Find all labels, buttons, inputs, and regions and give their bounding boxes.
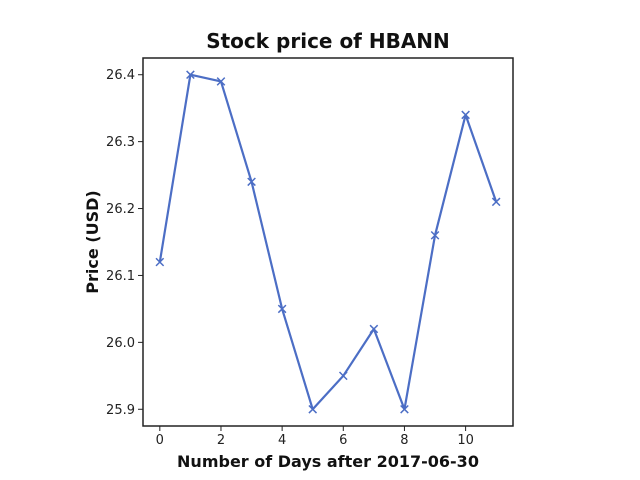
plot-frame: [142, 57, 514, 427]
data-point: [369, 324, 379, 334]
x-axis-ticks: 0 2 4 6 8 10: [156, 426, 474, 448]
data-point: [491, 197, 501, 207]
x-tick-label: 6: [339, 433, 347, 448]
series-line: [158, 73, 498, 411]
series-group: [155, 70, 501, 414]
data-point: [400, 404, 409, 414]
data-point: [155, 257, 165, 267]
x-tick-label: 0: [156, 433, 164, 448]
x-tick-label: 8: [400, 433, 408, 448]
y-tick-label: 26.1: [106, 269, 135, 284]
y-tick-label: 26.0: [106, 336, 135, 351]
data-point: [186, 70, 195, 80]
data-point: [277, 304, 287, 314]
data-point: [338, 371, 348, 381]
y-axis-ticks: 25.9 26.0 26.1 26.2 26.3 26.4: [106, 68, 143, 418]
x-tick-label: 4: [278, 433, 286, 448]
y-tick-label: 25.9: [106, 403, 135, 418]
x-axis-label: Number of Days after 2017-06-30: [177, 452, 479, 471]
data-point: [247, 177, 256, 187]
y-tick-label: 26.2: [106, 202, 135, 217]
y-tick-label: 26.4: [106, 68, 135, 83]
y-axis-label: Price (USD): [83, 190, 102, 293]
y-tick-label: 26.3: [106, 135, 135, 150]
data-point: [308, 404, 318, 414]
data-point: [216, 77, 226, 86]
x-tick-label: 10: [457, 433, 474, 448]
data-point: [461, 110, 470, 120]
data-point: [430, 230, 440, 240]
x-tick-label: 2: [217, 433, 225, 448]
chart-title: Stock price of HBANN: [206, 29, 450, 53]
